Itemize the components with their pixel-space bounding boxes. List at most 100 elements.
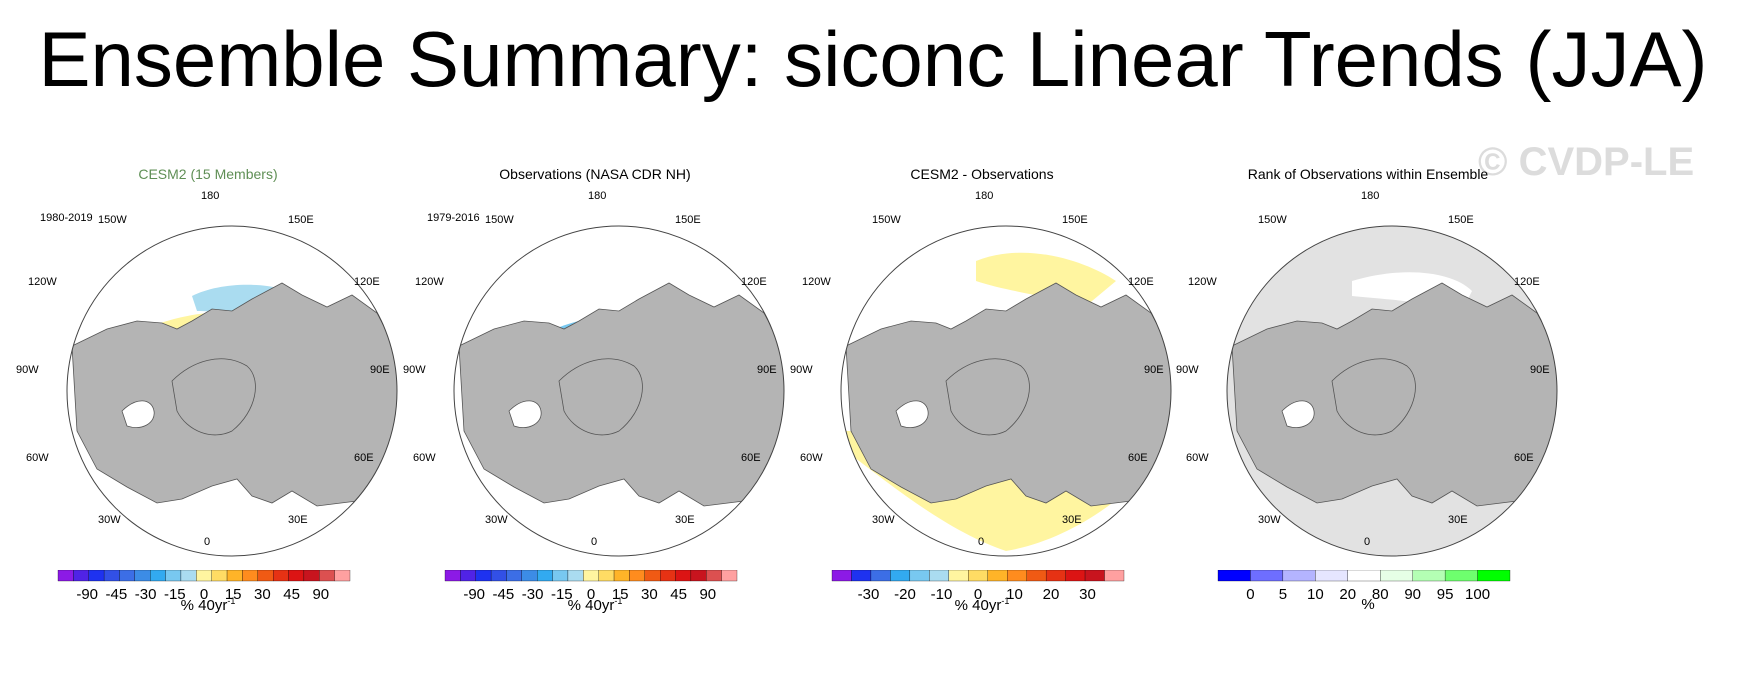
units-superscript: -1	[227, 596, 236, 606]
colorbar-label: -30	[135, 586, 157, 603]
colorbar-swatch	[103, 570, 120, 582]
units-text: %	[1361, 596, 1375, 613]
longitude-label: 30E	[288, 514, 308, 526]
colorbar-label: 30	[1079, 586, 1096, 603]
colorbar-swatch	[180, 570, 197, 582]
colorbar-swatch	[288, 570, 305, 582]
colorbar-label: -90	[76, 586, 98, 603]
longitude-label: 0	[204, 536, 211, 548]
longitude-label: 120W	[1188, 276, 1217, 288]
longitude-label: 150E	[1448, 214, 1474, 226]
colorbar-label: -45	[106, 586, 128, 603]
colorbar-swatch	[506, 570, 522, 582]
longitude-label: 60E	[354, 452, 374, 464]
colorbar-swatch	[521, 570, 538, 582]
colorbar-label: 0	[974, 586, 982, 603]
longitude-label: 60W	[413, 452, 436, 464]
longitude-label: 90W	[403, 364, 426, 376]
colorbar-swatch	[909, 570, 930, 582]
polar-map	[840, 225, 1172, 557]
map-boundary	[66, 225, 398, 557]
colorbar-label: 15	[612, 586, 629, 603]
colorbar-swatch	[1412, 570, 1446, 582]
units-label: %	[1176, 596, 1560, 613]
units-text: % 40yr	[180, 597, 228, 614]
colorbar-label: -20	[894, 586, 916, 603]
colorbar-swatch	[444, 570, 461, 582]
colorbar-swatch	[870, 570, 891, 582]
polar-map	[1226, 225, 1558, 557]
colorbar-swatch	[1084, 570, 1105, 582]
map-boundary	[840, 225, 1172, 557]
colorbar-swatch	[165, 570, 182, 582]
units-superscript: -1	[1001, 596, 1010, 606]
longitude-label: 30W	[98, 514, 121, 526]
colorbar: 0 5 10 20 80 90 95 100	[1217, 570, 1511, 603]
map-boundary	[1226, 225, 1558, 557]
longitude-label: 150W	[1258, 214, 1287, 226]
colorbar-label: -90	[463, 586, 485, 603]
longitude-label: 150E	[288, 214, 314, 226]
longitude-label: 180	[1361, 190, 1380, 202]
map-panel-observations: Observations (NASA CDR NH) 1979-2016 180 15…	[403, 160, 835, 660]
colorbar-swatch	[660, 570, 676, 582]
colorbar-label: 80	[1372, 586, 1389, 603]
longitude-label: 150E	[1062, 214, 1088, 226]
colorbar-swatch	[537, 570, 553, 582]
polar-map	[453, 225, 785, 557]
colorbar: -90 -45 -30 -15 0 15 30 45 90	[444, 570, 738, 603]
colorbar-label: 0	[1246, 586, 1254, 603]
colorbar-swatch	[226, 570, 243, 582]
longitude-label: 150W	[872, 214, 901, 226]
units-label: % 40yr-1	[790, 596, 1174, 614]
colorbar-swatch	[1477, 570, 1511, 582]
colorbar-label: 20	[1043, 586, 1060, 603]
period-label: 1980-2019	[40, 212, 93, 224]
colorbar-label: -15	[551, 586, 573, 603]
colorbar-swatch	[196, 570, 212, 582]
greenland	[945, 358, 1030, 436]
hudson-bay	[895, 400, 929, 428]
longitude-label: 120W	[802, 276, 831, 288]
panel-title: CESM2 - Observations	[910, 166, 1054, 182]
colorbar-swatch	[1065, 570, 1086, 582]
panel-title: Rank of Observations within Ensemble	[1247, 166, 1489, 182]
colorbar-swatch	[1380, 570, 1413, 582]
colorbar-swatch	[303, 570, 320, 582]
colorbar-swatch	[567, 570, 584, 582]
colorbar-swatch	[675, 570, 692, 582]
colorbar-swatch	[690, 570, 707, 582]
colorbar-swatch	[88, 570, 105, 582]
colorbar-label: 90	[1404, 586, 1421, 603]
colorbar-swatch	[134, 570, 151, 582]
colorbar: -30 -20 -10 0 10 20 30	[831, 570, 1125, 603]
colorbar-label: 10	[1307, 586, 1324, 603]
colorbar-swatch	[831, 570, 852, 582]
colorbar-swatch	[273, 570, 289, 582]
colorbar-swatch	[851, 570, 872, 582]
colorbar-swatch	[968, 570, 988, 582]
colorbar-swatch	[706, 570, 722, 582]
map-panel-rank: Rank of Observations within Ensemble 180 1…	[1176, 160, 1608, 660]
longitude-label: 30E	[675, 514, 695, 526]
map-panel-cesm2: CESM2 (15 Members) 1980-2019 180 150W 150E 12…	[16, 160, 448, 660]
units-label: % 40yr-1	[403, 596, 787, 614]
map-panel-difference: CESM2 - Observations 180 150W 150E 120W 120E 9…	[790, 160, 1222, 660]
colorbar-label: 30	[641, 586, 658, 603]
hudson-bay	[508, 400, 542, 428]
page-title: Ensemble Summary: siconc Linear Trends (…	[38, 15, 1708, 103]
longitude-label: 30W	[485, 514, 508, 526]
colorbar-swatch	[119, 570, 135, 582]
colorbar-label: -10	[931, 586, 953, 603]
map-boundary	[453, 225, 785, 557]
longitude-label: 90E	[1530, 364, 1550, 376]
colorbar-swatch	[1104, 570, 1125, 582]
colorbar-swatch	[150, 570, 166, 582]
longitude-label: 120E	[1514, 276, 1540, 288]
greenland	[171, 358, 256, 436]
longitude-label: 180	[588, 190, 607, 202]
colorbar-label: -30	[522, 586, 544, 603]
trend-field	[976, 252, 1116, 306]
colorbar-swatch	[1315, 570, 1348, 582]
colorbar-label: 100	[1465, 586, 1490, 603]
